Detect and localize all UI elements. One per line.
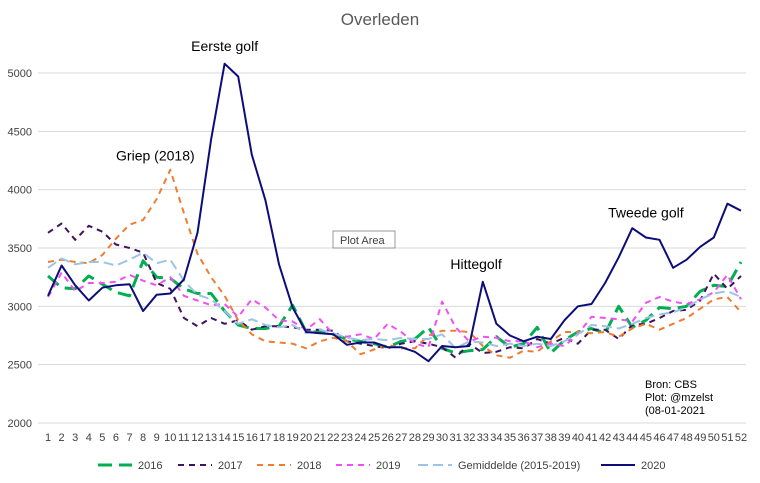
x-tick-label: 22 (327, 432, 339, 444)
x-tick-label: 43 (613, 432, 625, 444)
x-tick-label: 5 (99, 432, 105, 444)
x-tick-label: 45 (640, 432, 652, 444)
x-tick-label: 30 (436, 432, 448, 444)
x-tick-label: 25 (368, 432, 380, 444)
x-tick-label: 23 (341, 432, 353, 444)
y-tick-label: 4500 (8, 126, 32, 138)
x-tick-label: 31 (450, 432, 462, 444)
x-tick-label: 17 (259, 432, 271, 444)
x-tick-label: 7 (126, 432, 132, 444)
x-tick-label: 48 (681, 432, 693, 444)
x-tick-label: 16 (246, 432, 258, 444)
legend-label: Gemiddelde (2015-2019) (458, 460, 580, 472)
legend-item: 2016 (98, 460, 162, 472)
x-tick-label: 8 (140, 432, 146, 444)
series-line-2017 (47, 222, 742, 359)
x-tick-label: 40 (572, 432, 584, 444)
x-tick-label: 12 (191, 432, 203, 444)
chart-title: Overleden (341, 10, 419, 29)
legend-label: 2019 (376, 460, 400, 472)
x-tick-label: 33 (477, 432, 489, 444)
y-tick-label: 5000 (8, 68, 32, 80)
y-tick-label: 3000 (8, 301, 32, 313)
x-tick-label: 21 (314, 432, 326, 444)
x-tick-label: 47 (667, 432, 679, 444)
y-axis-ticks: 2000 2500 3000 3500 4000 4500 5000 (8, 68, 32, 430)
gridlines (38, 72, 746, 424)
x-tick-label: 29 (422, 432, 434, 444)
x-tick-label: 24 (354, 432, 366, 444)
x-tick-label: 3 (72, 432, 78, 444)
x-axis-ticks: 1 2 3 4 5 6 7 8 9 10 11 12 13 14 15 16 17 18 19 20 21 22 23 24 2… (45, 432, 747, 444)
annotation-label: Hittegolf (450, 256, 501, 272)
series-line-2020 (47, 62, 742, 363)
series-line-2016 (47, 259, 743, 355)
x-tick-label: 36 (517, 432, 529, 444)
legend-label: 2017 (218, 460, 242, 472)
source-line: Bron: CBS (645, 379, 697, 391)
y-tick-label: 3500 (8, 243, 32, 255)
x-tick-label: 2 (59, 432, 65, 444)
x-tick-label: 26 (382, 432, 394, 444)
plot-area-tooltip: Plot Area (332, 230, 396, 249)
plot-area-tooltip-box (332, 230, 396, 249)
legend-item: 2017 (178, 460, 242, 472)
x-tick-label: 44 (626, 432, 638, 444)
x-tick-label: 39 (558, 432, 570, 444)
x-tick-label: 1 (45, 432, 51, 444)
annotation-label: Tweede golf (608, 205, 684, 221)
x-tick-label: 52 (735, 432, 747, 444)
legend: 2016 2017 2018 2019 Gemiddelde (2015-2019) 20… (98, 460, 665, 472)
legend-item: 2019 (336, 460, 400, 472)
legend-label: 2020 (641, 460, 665, 472)
x-tick-label: 6 (113, 432, 119, 444)
plot-area-tooltip-label: Plot Area (340, 235, 386, 247)
x-tick-label: 15 (232, 432, 244, 444)
legend-label: 2018 (297, 460, 321, 472)
series-line-2019 (47, 271, 742, 349)
source-line: Plot: @mzelst (645, 392, 713, 404)
x-tick-label: 10 (164, 432, 176, 444)
legend-item: 2020 (601, 460, 665, 472)
x-tick-label: 42 (599, 432, 611, 444)
y-tick-label: 4000 (8, 185, 32, 197)
x-tick-label: 18 (273, 432, 285, 444)
annotation-label: Eerste golf (191, 38, 258, 54)
x-tick-label: 27 (395, 432, 407, 444)
y-tick-label: 2000 (8, 418, 32, 430)
x-tick-label: 50 (708, 432, 720, 444)
x-tick-label: 49 (694, 432, 706, 444)
annotation-label: Griep (2018) (116, 148, 195, 164)
series-lines (47, 62, 743, 363)
x-tick-label: 9 (154, 432, 160, 444)
x-tick-label: 32 (463, 432, 475, 444)
annotations: Eerste golf Griep (2018) Tweede golf Hitteg… (116, 38, 684, 272)
x-tick-label: 38 (545, 432, 557, 444)
x-tick-label: 46 (653, 432, 665, 444)
x-tick-label: 4 (86, 432, 92, 444)
legend-label: 2016 (138, 460, 162, 472)
x-tick-label: 28 (409, 432, 421, 444)
x-tick-label: 19 (286, 432, 298, 444)
series-line-gemiddelde-2015-2019 (47, 251, 742, 350)
x-tick-label: 35 (504, 432, 516, 444)
legend-item: Gemiddelde (2015-2019) (418, 460, 580, 472)
x-tick-label: 14 (219, 432, 231, 444)
x-tick-label: 37 (531, 432, 543, 444)
x-tick-label: 41 (585, 432, 597, 444)
x-tick-label: 51 (721, 432, 733, 444)
x-tick-label: 34 (490, 432, 502, 444)
source-line: (08-01-2021 (645, 405, 705, 417)
x-tick-label: 20 (300, 432, 312, 444)
y-tick-label: 2500 (8, 360, 32, 372)
legend-item: 2018 (257, 460, 321, 472)
x-tick-label: 13 (205, 432, 217, 444)
x-tick-label: 11 (178, 432, 189, 444)
